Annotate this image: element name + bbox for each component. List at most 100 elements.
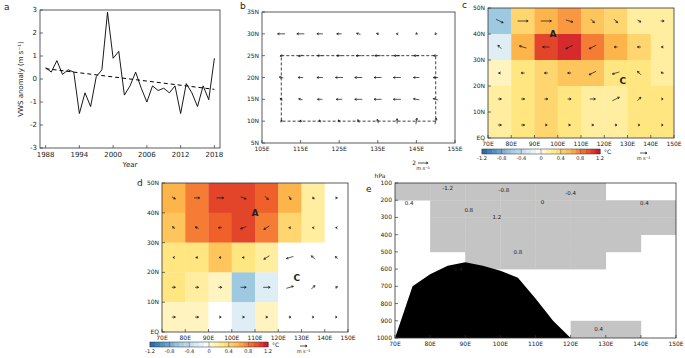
wind-vector <box>393 76 401 78</box>
y-tick-label: 20N <box>247 74 259 81</box>
heat-cell <box>488 86 512 112</box>
y-tick <box>395 303 398 304</box>
heat-cell <box>511 8 535 34</box>
colorbar-segment <box>551 149 556 154</box>
colorbar-tick-label: -0.4 <box>516 155 526 161</box>
significance-cell <box>606 200 641 218</box>
wind-vector <box>286 286 293 289</box>
panel-letter: e <box>366 184 372 194</box>
colorbar-tick <box>268 342 269 347</box>
heat-cell <box>278 183 302 213</box>
wind-vector <box>335 316 337 318</box>
significance-cell <box>571 304 606 322</box>
colorbar-tick <box>169 342 170 347</box>
colorbar-segment <box>239 342 244 347</box>
wind-vector <box>521 124 525 126</box>
x-tick <box>605 335 606 338</box>
plot-area <box>488 8 674 138</box>
heat-cell <box>488 112 512 138</box>
wind-vector <box>435 32 437 34</box>
heat-cell <box>628 60 652 86</box>
y-tick <box>395 200 398 201</box>
x-tick-label: 1988 <box>37 151 55 159</box>
colorbar-segment <box>253 342 258 347</box>
wind-vector <box>219 256 221 258</box>
colorbar-tick-label: 0.8 <box>576 155 584 161</box>
y-tick-label: 1 <box>33 52 37 60</box>
frame <box>40 10 220 148</box>
wind-vector <box>241 286 247 288</box>
significance-cell <box>606 183 641 201</box>
annotation: A <box>550 29 557 39</box>
wind-vector <box>374 76 382 78</box>
heat-cell <box>604 8 628 34</box>
wind-vector <box>195 316 199 318</box>
colorbar-segment <box>492 149 497 154</box>
wind-vector <box>498 45 502 49</box>
reference-arrow <box>300 345 307 347</box>
y-tick-label: 900 <box>381 317 393 324</box>
y-tick <box>395 286 398 287</box>
contour-label: 0 <box>541 199 545 205</box>
heat-cell <box>185 213 209 243</box>
wind-vector <box>264 226 270 230</box>
wind-vector <box>312 316 314 318</box>
x-tick <box>377 140 378 143</box>
colorbar-segment <box>160 342 165 347</box>
colorbar-segment <box>571 149 576 154</box>
x-tick-label: 130E <box>598 340 613 347</box>
heat-cell <box>209 302 233 332</box>
colorbar-segment <box>170 342 175 347</box>
x-tick-label: 115E <box>293 145 308 152</box>
heat-cell <box>535 86 559 112</box>
x-tick-label: 120E <box>597 140 612 147</box>
wind-vector <box>173 256 175 258</box>
x-tick <box>214 145 215 148</box>
y-tick <box>262 77 265 78</box>
frame <box>162 183 348 332</box>
y-tick <box>40 102 43 103</box>
x-tick-label: 130E <box>620 140 635 147</box>
y-tick <box>395 251 398 252</box>
x-tick <box>465 335 466 338</box>
heat-cell <box>488 34 512 60</box>
wind-vector <box>194 197 200 199</box>
x-tick <box>300 140 301 143</box>
x-tick <box>557 135 558 138</box>
heat-cell <box>162 213 186 243</box>
colorbar-tick <box>521 149 522 154</box>
y-tick-label: 30N <box>473 56 485 63</box>
wind-vector <box>195 286 199 288</box>
heat-cell <box>488 60 512 86</box>
reference-vector <box>300 345 307 347</box>
wind-vector <box>541 20 552 22</box>
x-tick-label: 70E <box>389 340 401 347</box>
heat-cell <box>302 183 326 213</box>
x-tick <box>488 135 489 138</box>
significance-cell <box>571 200 606 218</box>
heat-cell <box>209 272 233 302</box>
y-tick <box>162 212 165 213</box>
x-tick <box>255 329 256 332</box>
heat-cell <box>511 86 535 112</box>
heat-cell <box>162 243 186 273</box>
heat-cell <box>209 243 233 273</box>
significance-cell <box>571 252 606 270</box>
y-tick-label: 20N <box>147 268 159 275</box>
reference-vector <box>640 152 647 154</box>
x-tick <box>535 335 536 338</box>
heat-cell <box>232 302 256 332</box>
y-tick <box>488 34 491 35</box>
colorbar-segment <box>155 342 160 347</box>
significance-cell <box>430 183 465 201</box>
wind-vector <box>173 227 175 229</box>
x-tick-label: 2000 <box>104 151 122 159</box>
wind-vector <box>614 46 618 48</box>
heat-cell <box>511 112 535 138</box>
y-tick-label: 30N <box>147 239 159 246</box>
panel-letter: a <box>4 2 10 12</box>
wind-vector <box>413 76 419 78</box>
heat-cell <box>185 183 209 213</box>
frame <box>488 8 674 138</box>
heat-cell <box>535 60 559 86</box>
